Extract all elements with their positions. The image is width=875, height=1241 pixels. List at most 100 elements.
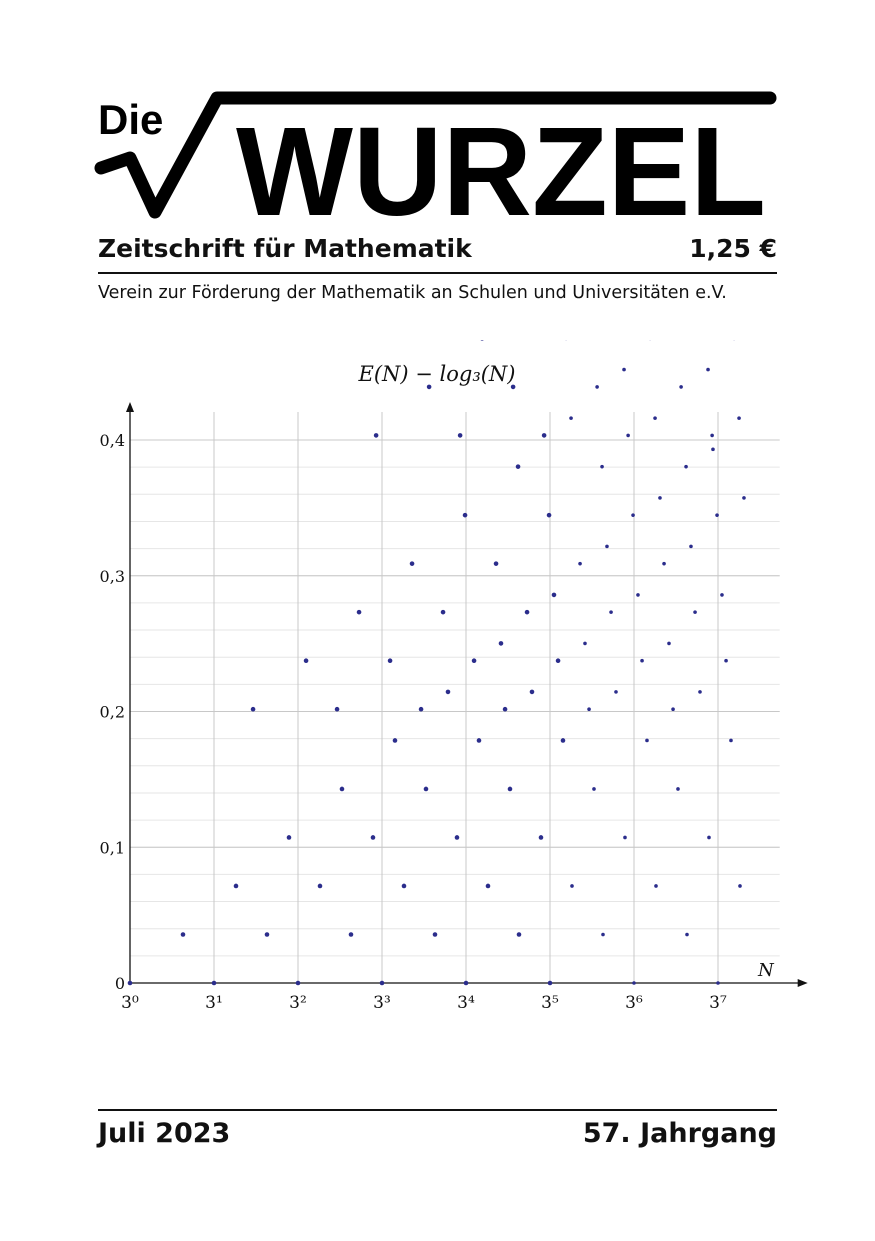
data-point — [587, 707, 591, 711]
data-point — [524, 609, 530, 615]
x-tick-label: 3² — [289, 993, 307, 1013]
data-point — [654, 884, 658, 888]
data-point — [706, 367, 710, 372]
x-tick-label: 3⁴ — [457, 993, 475, 1013]
data-point — [546, 512, 552, 518]
data-point — [538, 835, 544, 840]
axes — [126, 402, 808, 987]
data-point — [601, 932, 605, 937]
data-point — [711, 447, 715, 452]
data-point — [551, 592, 557, 598]
data-point — [462, 512, 468, 518]
data-point — [693, 610, 697, 614]
data-point — [303, 658, 309, 663]
data-point — [671, 707, 675, 711]
data-point — [498, 641, 504, 646]
data-point — [592, 787, 596, 791]
data-point — [250, 706, 256, 712]
data-point — [432, 932, 438, 937]
data-point — [516, 932, 522, 937]
x-tick-label: 3⁶ — [625, 993, 643, 1013]
logo-article: Die — [98, 96, 163, 143]
footer: Juli 2023 57. Jahrgang — [98, 1118, 777, 1149]
data-point — [640, 658, 644, 663]
data-point — [710, 433, 714, 438]
data-point — [339, 786, 345, 792]
data-point — [317, 883, 323, 889]
data-point — [295, 980, 301, 986]
subtitle-row: Zeitschrift für Mathematik 1,25 € — [98, 234, 777, 263]
data-point — [595, 385, 599, 389]
data-point — [645, 738, 649, 743]
masthead-rule — [98, 272, 777, 274]
masthead: Die WURZEL Zeitschrift für Mathematik 1,… — [0, 0, 875, 320]
wurzel-logo: Die WURZEL — [94, 91, 777, 232]
data-point — [476, 738, 482, 743]
data-point — [286, 835, 292, 840]
data-point — [493, 561, 499, 566]
data-point — [426, 384, 432, 390]
data-point — [679, 385, 683, 389]
data-point — [485, 883, 491, 889]
data-point — [578, 561, 582, 566]
data-point — [662, 561, 666, 566]
data-points — [127, 340, 746, 986]
chart-title: E(N) − log₃(N) — [357, 362, 515, 386]
data-point — [454, 835, 460, 840]
data-point — [698, 690, 702, 694]
x-axis-arrow-icon — [797, 979, 808, 987]
data-point — [387, 658, 393, 663]
volume-number: 57. Jahrgang — [582, 1118, 777, 1149]
y-tick-label: 0,1 — [100, 838, 125, 857]
data-point — [609, 610, 613, 614]
data-point — [689, 544, 693, 549]
data-point — [715, 513, 719, 517]
y-tick-label: 0,4 — [100, 431, 125, 450]
issue-date: Juli 2023 — [98, 1118, 231, 1149]
data-point — [264, 932, 270, 937]
data-point — [631, 513, 635, 517]
data-point — [724, 658, 728, 663]
data-point — [379, 980, 385, 986]
data-point — [569, 416, 573, 420]
data-point — [737, 416, 741, 420]
data-point — [547, 980, 553, 986]
radical-sign-icon — [94, 91, 777, 219]
data-point — [418, 706, 424, 712]
data-point — [348, 932, 354, 937]
data-point — [684, 464, 688, 469]
data-point — [583, 641, 587, 646]
data-point — [720, 593, 724, 597]
data-point — [356, 609, 362, 615]
x-tick-label: 3⁷ — [709, 993, 727, 1013]
data-point — [632, 981, 636, 985]
x-tick-label: 3¹ — [205, 993, 223, 1013]
data-point — [127, 980, 133, 986]
data-point — [423, 786, 429, 792]
data-point — [392, 738, 398, 743]
data-point — [529, 689, 535, 695]
footer-rule — [98, 1109, 777, 1111]
data-point — [707, 835, 711, 840]
data-point — [480, 340, 484, 341]
y-tick-label: 0,2 — [100, 703, 125, 722]
x-tick-labels: 3⁰ 3¹ 3² 3³ 3⁴ 3⁵ 3⁶ 3⁷ — [121, 993, 727, 1013]
data-point — [570, 884, 574, 888]
data-point — [541, 433, 547, 438]
data-point — [457, 433, 463, 438]
data-point — [614, 690, 618, 694]
data-point — [676, 787, 680, 791]
data-point — [685, 932, 689, 937]
y-tick-label: 0 — [115, 974, 125, 993]
data-point — [636, 593, 640, 597]
price: 1,25 € — [689, 234, 777, 263]
data-point — [445, 689, 451, 695]
logo-title: WURZEL — [236, 101, 766, 232]
magazine-subtitle: Zeitschrift für Mathematik — [98, 234, 472, 263]
data-point — [409, 561, 415, 566]
data-point — [560, 738, 566, 743]
data-point — [738, 884, 742, 888]
data-point — [463, 980, 469, 986]
data-point — [742, 496, 746, 500]
scatter-chart: E(N) − log₃(N) 3⁰ 3¹ 3² 3³ 3⁴ 3⁵ 3⁶ 3⁷ 00,10,20… — [100, 340, 808, 1013]
